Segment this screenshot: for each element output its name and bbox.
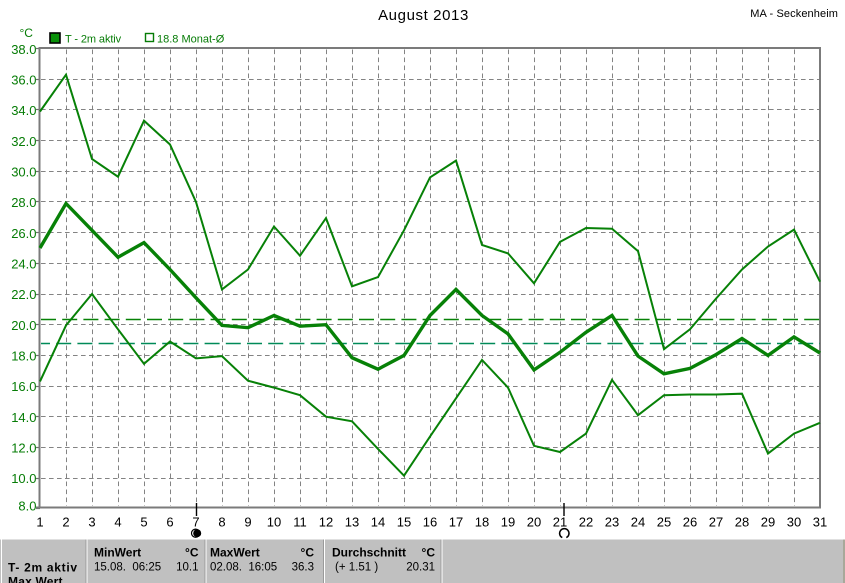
svg-text:T - 2m aktiv: T - 2m aktiv (65, 34, 122, 46)
svg-text:11: 11 (293, 515, 307, 530)
svg-text:2: 2 (62, 515, 69, 530)
svg-text:8.0: 8.0 (18, 499, 36, 514)
svg-text:20: 20 (527, 515, 541, 530)
svg-text:24.0: 24.0 (11, 257, 36, 272)
svg-text:30.0: 30.0 (11, 165, 36, 180)
svg-text:14.0: 14.0 (11, 410, 36, 425)
svg-text:MaxWert: MaxWert (210, 546, 260, 560)
svg-text:10.0: 10.0 (11, 471, 36, 486)
svg-text:T- 2m aktiv: T- 2m aktiv (8, 561, 78, 575)
svg-text:17: 17 (449, 515, 463, 530)
svg-text:28: 28 (735, 515, 749, 530)
svg-text:36.3: 36.3 (292, 562, 314, 574)
svg-text:14: 14 (371, 515, 385, 530)
svg-text:12: 12 (319, 515, 333, 530)
svg-text:(+ 1.51 ): (+ 1.51 ) (335, 562, 378, 574)
svg-text:22: 22 (579, 515, 593, 530)
svg-text:02.08. 16:05: 02.08. 16:05 (210, 562, 277, 574)
svg-text:38.0: 38.0 (11, 42, 36, 57)
svg-text:23: 23 (605, 515, 619, 530)
svg-text:21: 21 (553, 515, 567, 530)
svg-text:10.1: 10.1 (176, 562, 198, 574)
svg-text:34.0: 34.0 (11, 103, 36, 118)
svg-text:MA - Seckenheim: MA - Seckenheim (750, 8, 838, 20)
svg-text:4: 4 (114, 515, 121, 530)
svg-text:13: 13 (345, 515, 359, 530)
svg-text:20.0: 20.0 (11, 318, 36, 333)
svg-text:22.0: 22.0 (11, 287, 36, 302)
svg-text:16.0: 16.0 (11, 379, 36, 394)
svg-text:26.0: 26.0 (11, 226, 36, 241)
svg-text:24: 24 (631, 515, 645, 530)
svg-text:6: 6 (166, 515, 173, 530)
svg-text:Durchschnitt: Durchschnitt (332, 546, 406, 560)
svg-text:20.31: 20.31 (406, 562, 435, 574)
svg-text:August 2013: August 2013 (378, 7, 469, 24)
svg-text:°C: °C (185, 546, 199, 560)
svg-text:°C: °C (20, 26, 34, 40)
svg-text:12.0: 12.0 (11, 441, 36, 456)
svg-text:31: 31 (813, 515, 827, 530)
svg-text:25: 25 (657, 515, 671, 530)
svg-text:MinWert: MinWert (94, 546, 141, 560)
svg-text:5: 5 (140, 515, 147, 530)
svg-text:29: 29 (761, 515, 775, 530)
svg-text:27: 27 (709, 515, 723, 530)
svg-text:°C: °C (422, 546, 436, 560)
svg-text:°C: °C (301, 546, 315, 560)
svg-text:28.0: 28.0 (11, 195, 36, 210)
svg-text:30: 30 (787, 515, 801, 530)
svg-text:18: 18 (475, 515, 489, 530)
svg-text:15: 15 (397, 515, 411, 530)
svg-text:9: 9 (244, 515, 251, 530)
svg-text:18.0: 18.0 (11, 349, 36, 364)
svg-text:26: 26 (683, 515, 697, 530)
svg-text:3: 3 (88, 515, 95, 530)
svg-text:Max Wert: Max Wert (8, 575, 63, 583)
svg-text:7: 7 (192, 515, 199, 530)
svg-text:36.0: 36.0 (11, 73, 36, 88)
svg-text:19: 19 (501, 515, 515, 530)
svg-text:15.08. 06:25: 15.08. 06:25 (94, 562, 161, 574)
svg-text:32.0: 32.0 (11, 134, 36, 149)
svg-text:10: 10 (267, 515, 281, 530)
svg-text:18.8 Monat-Ø: 18.8 Monat-Ø (157, 34, 225, 46)
svg-text:16: 16 (423, 515, 437, 530)
svg-text:8: 8 (218, 515, 225, 530)
svg-text:1: 1 (36, 515, 43, 530)
